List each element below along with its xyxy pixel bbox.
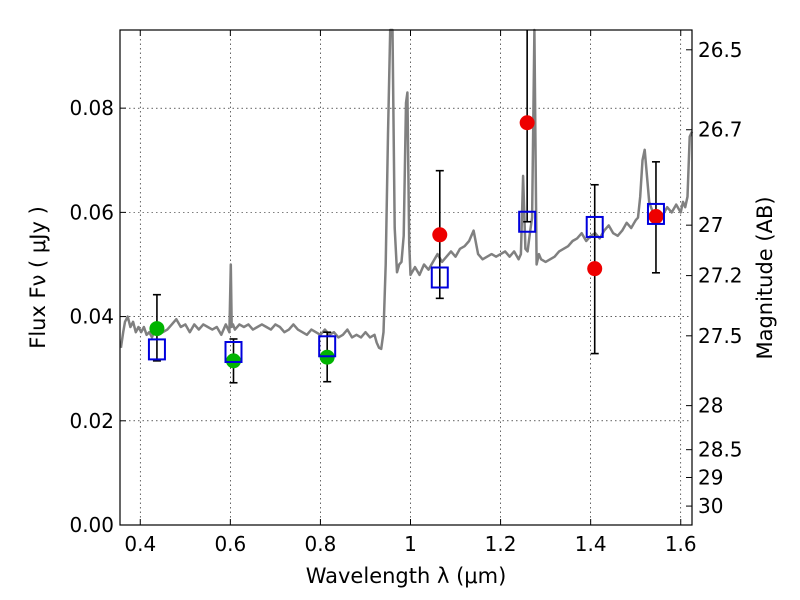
y-tick-label: 0.06 xyxy=(69,200,114,224)
y2-tick-label: 30 xyxy=(698,494,723,518)
data-point-marker xyxy=(648,209,664,225)
model-square-marker xyxy=(147,338,166,361)
data-point-marker xyxy=(432,227,448,243)
data-point-marker xyxy=(149,321,165,337)
model-square-marker xyxy=(518,210,537,233)
y2-tick-label: 27.2 xyxy=(698,264,743,288)
x-tick-label: 0.4 xyxy=(124,532,156,556)
x-tick-label: 1.4 xyxy=(575,532,607,556)
spectrum-line xyxy=(119,28,694,351)
y2-tick-label: 28.5 xyxy=(698,438,743,462)
x-tick-label: 0.8 xyxy=(305,532,337,556)
model-square-marker xyxy=(646,202,665,225)
x-tick-label: 1.6 xyxy=(665,532,697,556)
y2-tick-label: 28 xyxy=(698,394,723,418)
axes: 0.4 0.6 0.8 1 1.2 1.4 1.6 0.00 0.02 0.04 0.06 0.08 2… xyxy=(69,30,743,556)
plot-frame xyxy=(119,29,693,526)
model-square-marker xyxy=(585,215,604,238)
data-point-marker xyxy=(519,115,535,131)
model-square-marker xyxy=(318,335,337,358)
data-markers xyxy=(147,115,665,369)
data-point-marker xyxy=(225,353,241,369)
y-tick-label: 0.08 xyxy=(69,96,114,120)
x-tick-label: 1 xyxy=(404,532,417,556)
model-spectrum xyxy=(119,28,694,351)
y2-tick-label: 27.5 xyxy=(698,324,743,348)
y2-tick-label: 29 xyxy=(698,465,723,489)
x-axis-title: Wavelength λ (μm) xyxy=(306,564,507,588)
y2-axis-title: Magnitude (AB) xyxy=(753,196,777,359)
data-point-marker xyxy=(587,261,603,277)
y-axis-title: Flux Fν ( μJy ) xyxy=(26,206,50,349)
x-tick-label: 0.6 xyxy=(214,532,246,556)
y-tick-label: 0.04 xyxy=(69,305,114,329)
model-square-marker xyxy=(224,341,243,364)
y2-tick-label: 26.5 xyxy=(698,38,743,62)
y2-tick-label: 27 xyxy=(698,213,723,237)
model-square-marker xyxy=(430,266,449,289)
y-tick-label: 0.02 xyxy=(69,409,114,433)
y-tick-label: 0.00 xyxy=(69,513,114,537)
y2-tick-label: 26.7 xyxy=(698,118,743,142)
x-tick-label: 1.2 xyxy=(485,532,517,556)
